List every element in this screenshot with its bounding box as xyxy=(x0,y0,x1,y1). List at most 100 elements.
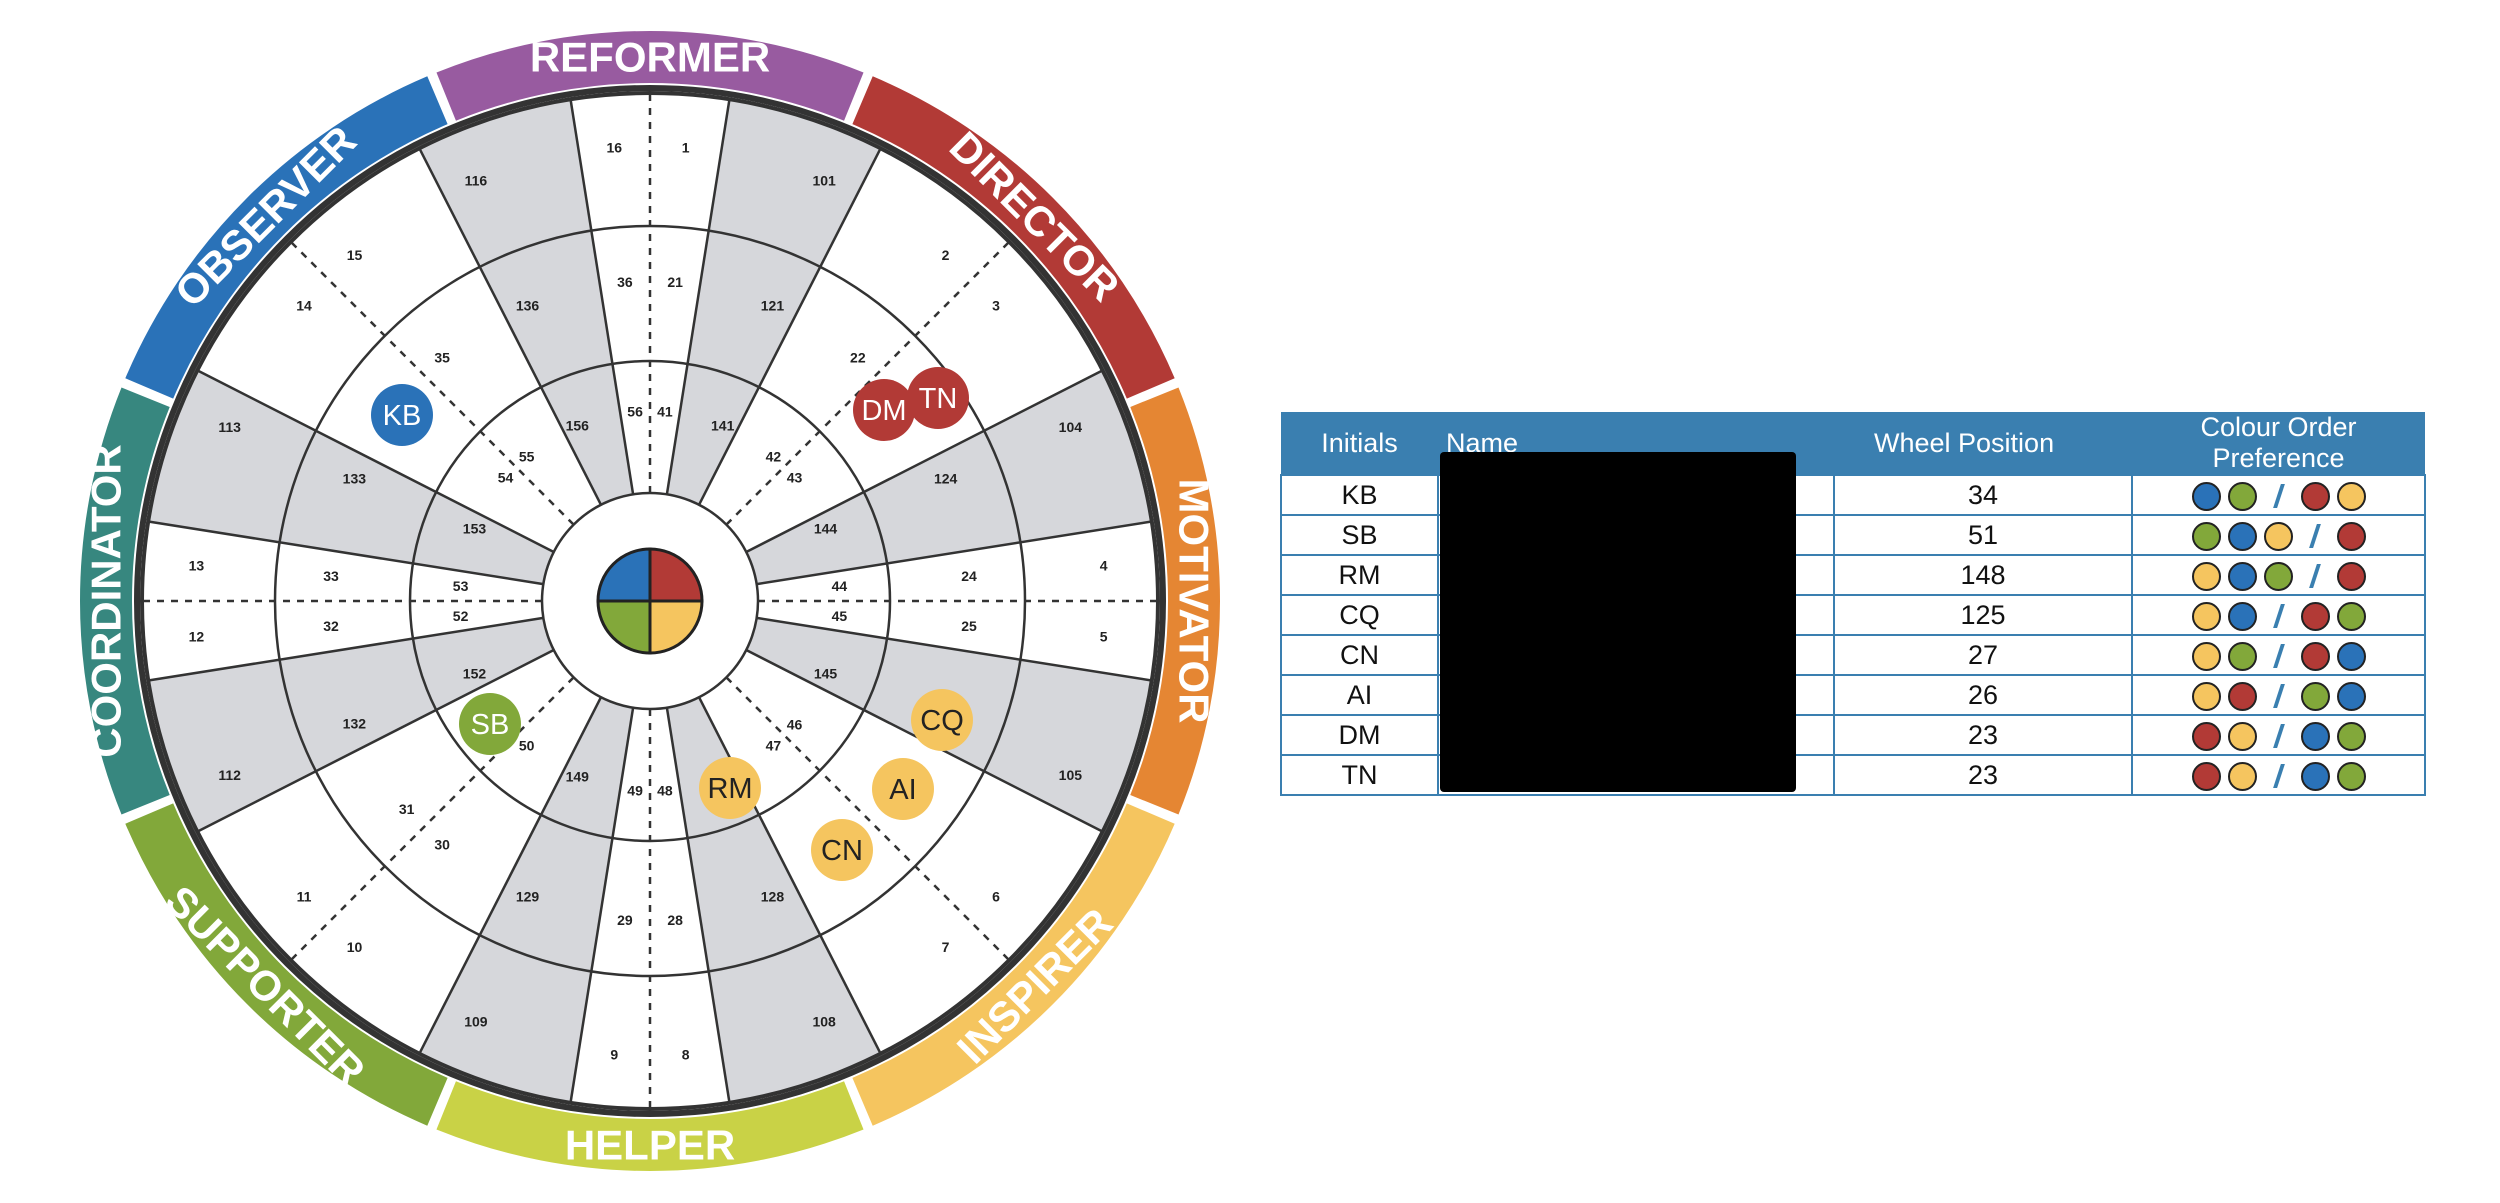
position-number: 28 xyxy=(667,912,683,928)
red-preference-dot xyxy=(2336,521,2366,551)
green-preference-dot xyxy=(2227,481,2257,511)
role-band-helper xyxy=(436,1081,864,1171)
preference-divider xyxy=(2308,524,2321,549)
initials-cell: CN xyxy=(1280,634,1439,676)
position-number: 101 xyxy=(812,173,836,189)
position-number: 144 xyxy=(814,520,838,536)
position-number: 141 xyxy=(711,417,735,433)
red-preference-dot xyxy=(2191,721,2221,751)
colour-preference-cell xyxy=(2131,594,2426,636)
position-number: 149 xyxy=(566,769,590,785)
role-band-reformer xyxy=(436,31,864,121)
yellow-preference-dot xyxy=(2191,641,2221,671)
position-number: 156 xyxy=(566,417,590,433)
yellow-preference-dot xyxy=(2227,761,2257,791)
preference-divider xyxy=(2272,684,2285,709)
blue-preference-dot xyxy=(2336,641,2366,671)
position-number: 54 xyxy=(498,470,514,486)
team-marker-label: KB xyxy=(383,400,422,432)
blue-preference-dot xyxy=(2300,761,2330,791)
position-number: 8 xyxy=(682,1047,690,1063)
team-marker-label: AI xyxy=(889,774,916,806)
role-label: REFORMER xyxy=(530,34,770,81)
position-number: 124 xyxy=(934,471,958,487)
team-wheel: 1101231044510567108891091011112121311314… xyxy=(80,31,1220,1171)
green-preference-dot xyxy=(2263,561,2293,591)
green-preference-dot xyxy=(2300,681,2330,711)
position-number: 129 xyxy=(516,889,540,905)
preference-divider xyxy=(2272,644,2285,669)
wheel-position-cell: 148 xyxy=(1833,554,2133,596)
role-label: HELPER xyxy=(565,1122,735,1169)
blue-preference-dot xyxy=(2227,601,2257,631)
position-number: 15 xyxy=(347,247,363,263)
initials-cell: TN xyxy=(1280,754,1439,796)
position-number: 55 xyxy=(519,449,535,465)
team-marker-label: SB xyxy=(471,709,510,741)
yellow-preference-dot xyxy=(2191,561,2221,591)
colour-preference-cell xyxy=(2131,474,2426,516)
initials-cell: CQ xyxy=(1280,594,1439,636)
team-marker-label: RM xyxy=(707,773,752,805)
position-number: 3 xyxy=(992,298,1000,314)
colour-preference-cell xyxy=(2131,714,2426,756)
sector-divider xyxy=(697,696,882,1055)
yellow-preference-dot xyxy=(2263,521,2293,551)
name-redaction-block xyxy=(1440,452,1796,792)
red-preference-dot xyxy=(2300,481,2330,511)
team-marker-tn xyxy=(907,367,969,429)
ring-circle xyxy=(273,224,1027,978)
dashed-axis xyxy=(725,240,1011,526)
position-number: 9 xyxy=(610,1047,618,1063)
wheel-position-cell: 23 xyxy=(1833,714,2133,756)
green-preference-dot xyxy=(2191,521,2221,551)
preference-divider xyxy=(2272,484,2285,509)
position-number: 43 xyxy=(787,470,803,486)
team-marker-ai xyxy=(872,758,934,820)
role-band-motivator xyxy=(1130,387,1220,815)
initials-cell: SB xyxy=(1280,514,1439,556)
green-preference-dot xyxy=(2336,601,2366,631)
position-number: 121 xyxy=(761,297,785,313)
wheel-position-cell: 125 xyxy=(1833,594,2133,636)
initials-cell: AI xyxy=(1280,674,1439,716)
table-row: RM 148 xyxy=(1280,554,2426,596)
position-number: 41 xyxy=(657,404,673,420)
red-preference-dot xyxy=(2300,641,2330,671)
green-preference-dot xyxy=(2336,721,2366,751)
colour-preference-cell xyxy=(2131,514,2426,556)
position-number: 109 xyxy=(464,1013,488,1029)
team-marker-cn xyxy=(811,819,873,881)
team-marker-cq xyxy=(911,689,973,751)
colour-preference-cell xyxy=(2131,674,2426,716)
center-quadrant-yellow xyxy=(648,599,704,655)
position-number: 152 xyxy=(463,666,487,682)
preference-divider xyxy=(2308,564,2321,589)
grey-wedge xyxy=(148,370,554,585)
position-number: 49 xyxy=(627,782,643,798)
role-band-director xyxy=(852,76,1175,399)
blue-preference-dot xyxy=(2227,521,2257,551)
role-band-coordinator xyxy=(80,387,170,815)
sector-divider xyxy=(196,648,555,833)
team-marker-label: CQ xyxy=(920,705,964,737)
team-marker-label: CN xyxy=(821,835,863,867)
header-wheel-position: Wheel Position xyxy=(1834,412,2132,475)
wheel-position-cell: 23 xyxy=(1833,754,2133,796)
role-label: COORDINATOR xyxy=(83,444,130,757)
position-number: 116 xyxy=(465,173,488,189)
sector-divider xyxy=(756,616,1152,682)
team-marker-rm xyxy=(699,757,761,819)
position-number: 128 xyxy=(761,889,785,905)
position-number: 29 xyxy=(617,912,633,928)
center-quadrant-green xyxy=(596,599,652,655)
sector-divider xyxy=(148,520,544,586)
position-number: 13 xyxy=(189,557,205,573)
sector-divider xyxy=(569,99,635,495)
position-number: 21 xyxy=(667,274,683,290)
sector-divider xyxy=(745,369,1104,554)
sector-divider xyxy=(665,707,731,1103)
grey-wedge xyxy=(746,370,1152,585)
sector-divider xyxy=(418,147,603,506)
preference-divider xyxy=(2272,764,2285,789)
